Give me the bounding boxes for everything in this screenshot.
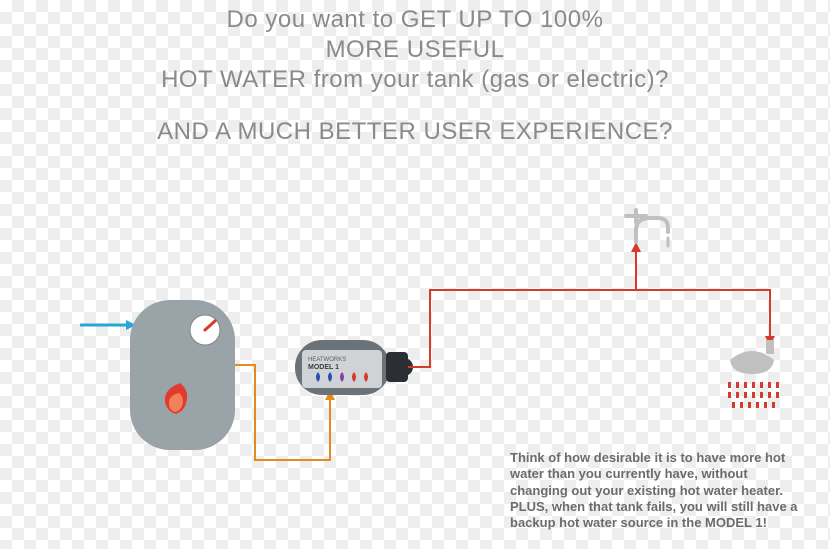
headline-line-4: AND A MUCH BETTER USER EXPERIENCE? — [0, 118, 830, 146]
hot-supply-pipe — [408, 242, 775, 367]
headline-line-2: MORE USEFUL — [0, 36, 830, 64]
benefit-paragraph: Think of how desirable it is to have mor… — [510, 450, 800, 531]
flame-icon — [165, 383, 187, 414]
headline-line-1: Do you want to GET UP TO 100% — [0, 6, 830, 34]
cold-inlet-pipe — [80, 320, 136, 330]
booster-label-top: HEATWORKS — [308, 357, 346, 363]
faucet-icon — [626, 210, 668, 246]
booster-label-bottom: MODEL 1 — [308, 364, 339, 371]
headline-line-3: HOT WATER from your tank (gas or electri… — [0, 66, 830, 94]
water-heater-tank — [130, 300, 235, 450]
tank-gauge-icon — [190, 315, 220, 345]
booster-heater: HEATWORKS MODEL 1 — [295, 340, 413, 395]
temperature-drops-icon — [316, 372, 368, 382]
tank-to-booster-pipe — [235, 365, 335, 460]
shower-drops — [728, 382, 779, 408]
shower-head-icon — [728, 340, 779, 408]
